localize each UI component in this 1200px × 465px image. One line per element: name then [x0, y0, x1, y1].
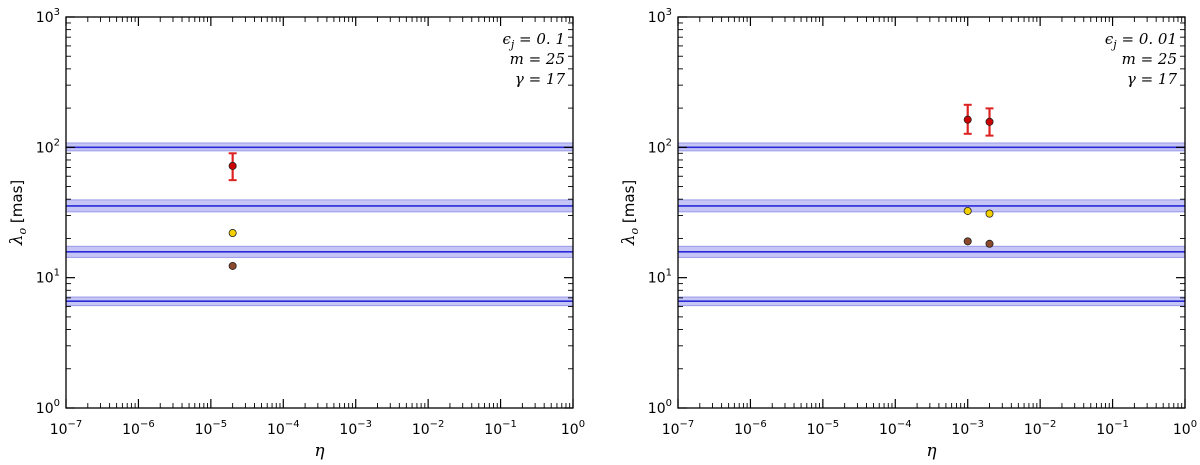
x-tick-label: 10−1 [1096, 419, 1129, 438]
series-1 [963, 103, 994, 137]
data-point [985, 239, 994, 248]
x-ticks [65, 17, 574, 408]
plot-frame [677, 16, 1186, 409]
series-2 [963, 206, 994, 218]
x-tick-label: 10−4 [267, 419, 300, 438]
param-annotation-3: γ = 17 [1127, 70, 1178, 88]
y-tick-label: 101 [648, 268, 672, 287]
x-tick-label: 10−6 [734, 419, 767, 438]
x-tick-label: 10−4 [879, 419, 912, 438]
data-point [963, 206, 972, 215]
y-tick-label: 100 [648, 398, 672, 417]
x-tick-label: 10−3 [339, 419, 372, 438]
y-tick-label: 101 [36, 268, 60, 287]
param-annotation-2: m = 25 [510, 50, 565, 68]
x-tick-label: 100 [1173, 419, 1197, 438]
data-point [228, 261, 237, 270]
data-point [963, 237, 972, 246]
band-group [677, 142, 1186, 307]
y-axis-label: λo [mas] [619, 180, 641, 247]
x-tick-label: 10−6 [122, 419, 155, 438]
band-group [65, 142, 574, 307]
y-tick-label: 103 [648, 7, 672, 26]
data-point [985, 117, 994, 126]
y-ticks [66, 16, 573, 409]
x-tick-label: 10−3 [951, 419, 984, 438]
data-point [228, 229, 237, 238]
series-3 [963, 237, 994, 248]
param-annotation-1: ϵj = 0. 01 [1105, 30, 1177, 51]
y-tick-label: 103 [36, 7, 60, 26]
series-2 [228, 229, 237, 238]
x-ticks [677, 17, 1186, 408]
data-point [963, 115, 972, 124]
param-annotation-2: m = 25 [1122, 50, 1177, 68]
y-ticks [678, 16, 1185, 409]
y-tick-label: 102 [648, 137, 672, 156]
series-1 [228, 152, 237, 182]
x-axis-label: η [926, 441, 937, 461]
y-axis-label: λo [mas] [7, 180, 29, 247]
y-tick-label: 102 [36, 137, 60, 156]
x-tick-label: 10−7 [50, 419, 83, 438]
panel-2: 10−7 10−6 10−5 10−4 10−3 10−2 10−1 100 100 101 102… [619, 7, 1197, 461]
x-axis-label: η [314, 441, 325, 461]
plot-frame [65, 16, 574, 409]
param-annotation-3: γ = 17 [515, 70, 566, 88]
data-point [985, 209, 994, 218]
param-annotation-1: ϵj = 0. 1 [502, 30, 565, 51]
x-tick-label: 10−2 [1024, 419, 1057, 438]
x-tick-label: 10−7 [662, 419, 695, 438]
x-tick-label: 10−1 [484, 419, 517, 438]
x-tick-label: 100 [561, 419, 585, 438]
y-tick-label: 100 [36, 398, 60, 417]
series-3 [228, 261, 237, 270]
data-point [228, 161, 237, 170]
x-tick-label: 10−2 [412, 419, 445, 438]
x-tick-label: 10−5 [807, 419, 840, 438]
panel-1: 10−7 10−6 10−5 10−4 10−3 10−2 10−1 100 100 101 102… [7, 7, 585, 461]
x-tick-label: 10−5 [195, 419, 228, 438]
